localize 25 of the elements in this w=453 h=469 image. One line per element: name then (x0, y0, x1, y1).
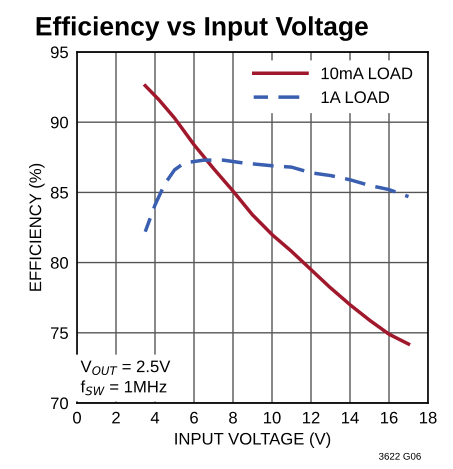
y-tick-label: 70 (50, 397, 68, 410)
text: V$_{OUT}$ = 2.5V f$_{SW}$ = 1MHz (80, 360, 170, 396)
line-series (144, 158, 410, 234)
x-tick-label: 12 (303, 412, 320, 424)
x-tick-label: 8 (229, 412, 237, 424)
x-tick-label: 6 (190, 412, 198, 424)
legend-label: 1A LOAD (322, 91, 390, 104)
line-series (144, 84, 410, 346)
x-tick-label: 4 (150, 412, 160, 424)
x-tick-label: 0 (73, 412, 81, 424)
y-tick-label: 80 (50, 257, 68, 269)
x-tick-label: 10 (264, 412, 281, 424)
y-tick-label: 75 (50, 327, 68, 340)
x-axis-title: INPUT VOLTAGE (V) (175, 432, 330, 448)
x-tick-label: 2 (112, 412, 120, 424)
y-tick-label: 90 (50, 116, 68, 128)
y-tick-label: 85 (50, 186, 68, 199)
x-tick-label: 14 (342, 412, 359, 424)
legend-label: 10mA LOAD (322, 67, 412, 80)
y-tick-label: 95 (50, 46, 68, 58)
chart-title: Efficiency vs Input Voltage (36, 16, 368, 41)
y-axis-title: EFFICIENCY (%) (29, 164, 45, 291)
x-tick-label: 16 (381, 412, 398, 424)
text: 3622 G06 (378, 452, 421, 460)
x-tick-label: 18 (420, 412, 437, 424)
